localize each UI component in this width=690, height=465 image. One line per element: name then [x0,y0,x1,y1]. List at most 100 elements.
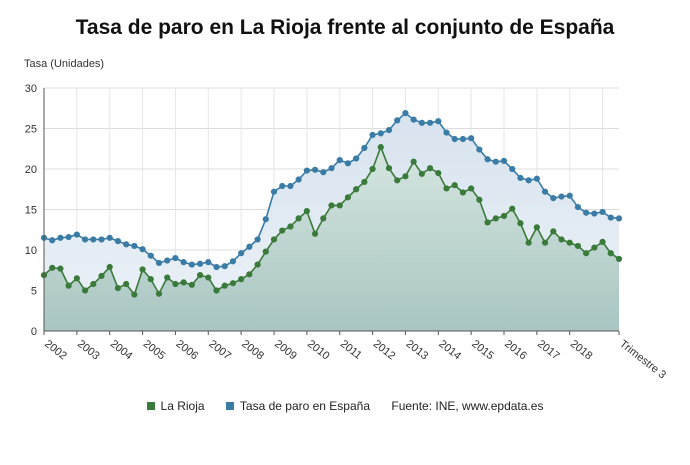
point-espana [320,169,327,176]
point-espana [221,263,228,270]
point-la-rioja [196,272,204,279]
point-la-rioja [574,242,582,250]
x-tick-label: 2012 [371,338,398,363]
x-tick-label: 2006 [174,338,201,363]
point-espana [418,119,425,126]
point-la-rioja [336,202,343,209]
legend-label-la-rioja: La Rioja [160,399,205,413]
y-axis-label: Tasa (Unidades) [24,58,105,70]
point-la-rioja [123,280,130,288]
point-espana [287,182,294,190]
point-espana [49,237,56,244]
point-la-rioja [246,271,253,278]
point-espana [607,214,614,221]
x-tick-label: 2011 [338,338,364,362]
point-la-rioja [238,276,245,283]
point-espana [98,236,105,243]
point-la-rioja [139,266,146,273]
point-la-rioja [426,165,434,172]
point-la-rioja [492,215,499,222]
point-espana [336,156,343,164]
axes [43,88,620,335]
source-note: Fuente: INE, www.epdata.es [391,399,544,413]
point-espana [57,234,64,241]
point-espana [254,236,261,243]
point-espana [270,188,278,195]
point-espana [246,243,253,250]
point-la-rioja [361,178,368,186]
point-espana [591,210,598,217]
point-espana [295,176,302,183]
point-la-rioja [443,185,450,192]
point-espana [139,246,146,253]
point-la-rioja [147,276,154,283]
x-tick-label: 2016 [502,338,529,363]
x-tick-label: 2010 [305,338,332,363]
point-espana [583,209,590,216]
point-la-rioja [98,272,105,280]
point-la-rioja [131,291,138,298]
point-la-rioja [114,284,122,292]
point-la-rioja [164,274,171,281]
point-la-rioja [418,170,425,177]
point-la-rioja [254,261,261,268]
point-la-rioja [500,212,508,220]
legend: La Rioja Tasa de paro en España Fuente: … [0,399,690,413]
point-la-rioja [295,215,302,222]
point-la-rioja [484,219,491,226]
point-espana [229,258,237,265]
point-espana [451,135,458,143]
point-espana [213,263,220,271]
legend-swatch-espana [225,402,234,410]
point-la-rioja [344,194,352,201]
y-tick-label: 25 [25,124,37,136]
point-espana [394,117,401,124]
point-espana [81,236,89,243]
y-tick-label: 15 [25,205,37,217]
x-tick-label: 2015 [469,338,496,363]
point-espana [180,259,187,266]
point-la-rioja [517,220,524,227]
point-espana [468,135,475,142]
point-la-rioja [328,202,335,209]
point-la-rioja [410,158,417,165]
point-la-rioja [303,208,310,215]
point-la-rioja [615,255,623,263]
point-espana [172,255,179,262]
point-la-rioja [550,228,557,235]
x-tick-label: Trimestre 3 [617,338,668,381]
point-espana [443,129,450,136]
point-espana [196,260,204,267]
point-espana [65,233,72,241]
point-espana [106,234,113,241]
point-la-rioja [229,280,237,287]
point-espana [114,237,122,245]
point-la-rioja [262,248,269,255]
point-espana [566,192,573,199]
point-espana [90,236,97,243]
y-tick-label: 20 [25,164,37,176]
x-tick-label: 2004 [108,338,135,363]
point-espana [164,257,171,264]
x-tick-label: 2002 [42,338,69,363]
point-espana [73,231,80,238]
point-espana [205,259,212,266]
point-espana [188,261,195,268]
point-la-rioja [385,165,393,172]
legend-item-la-rioja: La Rioja [146,399,205,413]
point-la-rioja [90,280,97,288]
x-tick-label: 2018 [568,338,595,363]
point-espana [344,160,352,167]
point-espana [476,146,483,153]
point-la-rioja [476,196,483,203]
point-la-rioja [599,238,606,245]
point-espana [500,157,508,164]
x-tick-label: 2007 [206,338,233,363]
point-la-rioja [541,239,549,246]
x-tick-label: 2008 [239,338,266,363]
point-espana [435,118,442,125]
point-la-rioja [188,281,195,288]
x-tick-label: 2014 [436,338,463,363]
legend-label-espana: Tasa de paro en España [239,399,371,413]
point-la-rioja [311,230,319,237]
